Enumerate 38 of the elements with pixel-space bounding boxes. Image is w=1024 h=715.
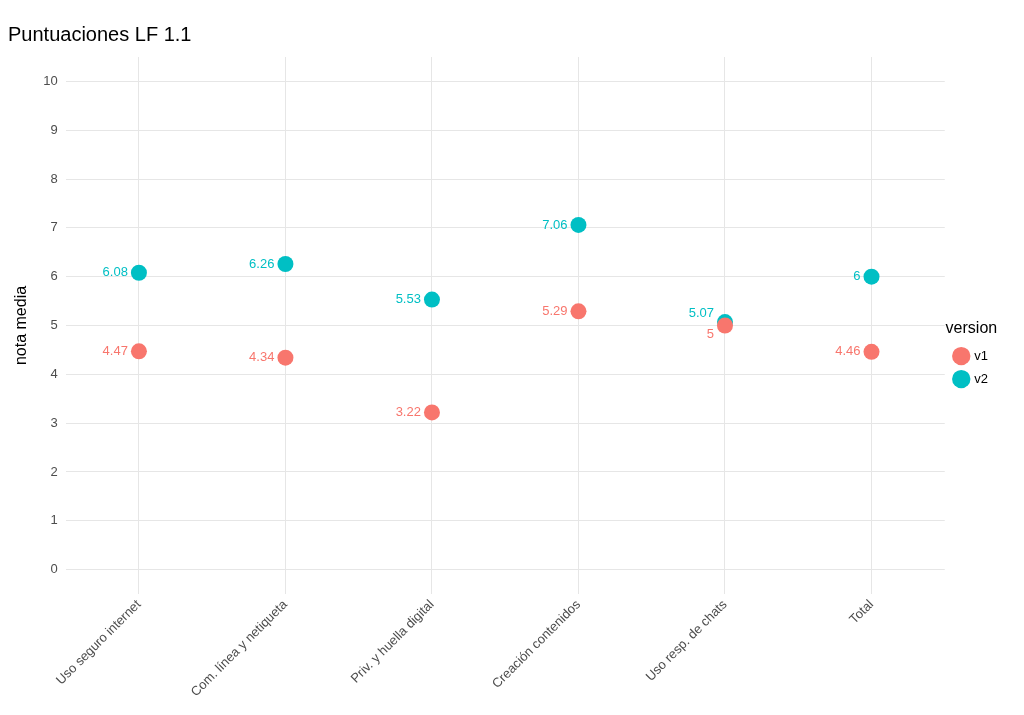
data-label: 3.22 — [395, 403, 421, 419]
point — [130, 343, 147, 360]
data-label: 5.07 — [688, 304, 714, 320]
data-label: 6 — [853, 268, 861, 284]
y-tick-label: 7 — [50, 219, 58, 235]
legend-label: v2 — [974, 370, 988, 386]
data-label: 7.06 — [542, 216, 568, 232]
y-tick-label: 10 — [43, 72, 58, 88]
data-label: 4.34 — [249, 349, 275, 365]
y-tick-label: 5 — [50, 317, 58, 333]
data-label: 6.26 — [249, 255, 275, 271]
y-tick-label: 6 — [50, 268, 58, 284]
point — [570, 303, 587, 320]
point — [423, 291, 440, 308]
y-tick-label: 1 — [50, 512, 58, 528]
point — [423, 404, 440, 421]
data-label: 5 — [706, 326, 714, 342]
y-tick-label: 8 — [50, 170, 58, 186]
y-tick-label: 0 — [50, 561, 58, 577]
y-axis-title: nota media — [12, 285, 30, 366]
legend-label: v1 — [974, 347, 988, 363]
y-tick-label: 2 — [50, 463, 58, 479]
y-tick-label: 3 — [50, 414, 58, 430]
point — [570, 216, 587, 233]
legend-title: version — [945, 318, 998, 336]
data-label: 6.08 — [102, 264, 128, 280]
data-label: 4.46 — [835, 343, 861, 359]
data-label: 5.29 — [542, 302, 568, 318]
y-tick-label: 4 — [50, 365, 58, 381]
data-label: 5.53 — [395, 291, 421, 307]
chart-title: Puntuaciones LF 1.1 — [8, 22, 192, 45]
data-label: 4.47 — [102, 342, 128, 358]
y-tick-label: 9 — [50, 121, 58, 137]
point — [277, 349, 294, 366]
point — [277, 255, 294, 272]
point — [863, 343, 880, 360]
point — [863, 268, 880, 285]
point — [130, 264, 147, 281]
